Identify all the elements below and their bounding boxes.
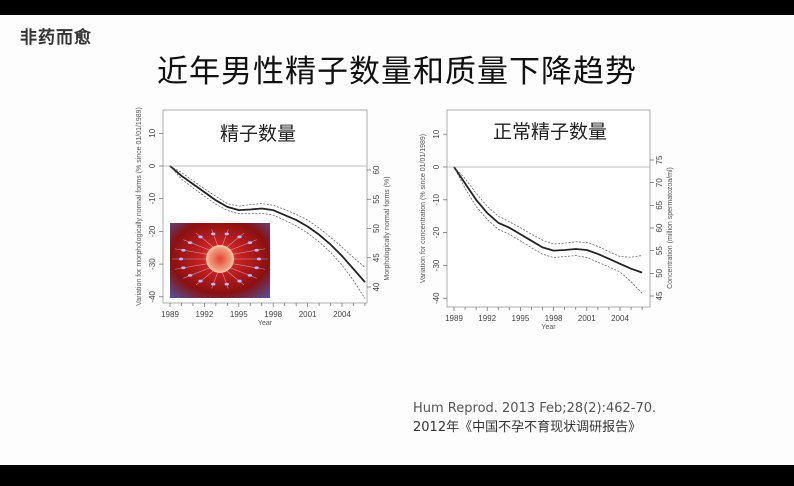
sperm-tail: [226, 232, 245, 248]
sperm-tail: [195, 232, 214, 248]
y-tick-label: -30: [432, 259, 441, 271]
y-tick-label: -20: [432, 226, 441, 238]
slide: [0, 15, 794, 465]
sperm-head: [178, 257, 184, 261]
sperm-tail: [174, 248, 207, 255]
series-line-estimate: [169, 165, 366, 283]
x-axis-label: Year: [541, 324, 556, 331]
plot-frame: [446, 109, 651, 308]
right-y-tick-label: 75: [655, 155, 664, 164]
x-tick-label: 2001: [299, 310, 317, 319]
y-tick-label: -10: [148, 192, 157, 204]
right-y-tick-label: 50: [372, 224, 381, 233]
y-tick-label: -30: [148, 258, 157, 270]
right-y-axis-label: Concentration (million spermatozoa/ml): [667, 167, 674, 289]
right-y-tick-label: 65: [655, 200, 664, 209]
x-tick-label: 1998: [264, 310, 282, 319]
y-tick-label: -10: [432, 193, 441, 205]
series-line-lower-ci: [453, 166, 643, 294]
sperm-head: [237, 235, 242, 239]
right-y-tick-label: 55: [372, 194, 381, 203]
sperm-head: [198, 235, 203, 239]
slide-title: 近年男性精子数量和质量下降趋势: [157, 54, 637, 90]
x-tick-label: 2004: [333, 310, 351, 319]
sperm-tail: [183, 239, 210, 251]
series-line-estimate: [453, 166, 643, 274]
sperm-head: [198, 279, 203, 283]
sperm-head: [247, 273, 253, 277]
right-y-tick-label: 50: [655, 268, 664, 277]
series-line-upper-ci: [453, 166, 643, 258]
sperm-tail: [195, 270, 214, 286]
right-y-tick-label: 55: [655, 246, 664, 255]
right-y-tick-label: 45: [372, 253, 381, 262]
right-y-axis-label: Morphologically normal forms (%): [384, 176, 391, 280]
y-tick-label: 0: [148, 163, 157, 168]
egg-cell: [206, 245, 234, 273]
x-tick-label: 2004: [611, 314, 629, 323]
y-tick-label: -40: [148, 290, 157, 302]
sperm-head: [211, 282, 216, 286]
sperm-head: [247, 241, 253, 245]
sperm-head: [237, 279, 242, 283]
chart-title: 精子数量: [220, 123, 296, 145]
sperm-tail: [233, 248, 266, 255]
sperm-head: [187, 273, 193, 277]
y-tick-label: 0: [432, 164, 441, 169]
sperm-head: [256, 257, 262, 261]
sperm-head: [181, 266, 186, 270]
x-axis-label: Year: [258, 320, 273, 327]
reference-block: Hum Reprod. 2013 Feb;28(2):462-70. 2012年…: [413, 399, 656, 437]
sperm-head: [187, 241, 193, 245]
y-axis-label: Variation for morphologically normal for…: [136, 107, 143, 306]
sperm-head: [181, 248, 186, 252]
brand-logo-text: 非药而愈: [20, 28, 92, 48]
y-axis-label: Variation for concentration (% since 01/…: [420, 134, 427, 283]
sperm-tail: [230, 267, 257, 279]
chart-title: 正常精子数量: [493, 121, 607, 143]
series-line-upper-ci: [169, 165, 366, 268]
sperm-tail: [211, 272, 218, 289]
series-line-lower-ci: [169, 165, 366, 299]
reference-journal: Hum Reprod. 2013 Feb;28(2):462-70.: [413, 401, 657, 416]
sperm-tail: [183, 267, 210, 279]
y-tick-label: -20: [148, 225, 157, 237]
sperm-tail: [226, 270, 245, 286]
x-tick-label: 1989: [445, 314, 463, 323]
x-tick-label: 2001: [578, 314, 596, 323]
x-tick-label: 1995: [512, 314, 530, 323]
sperm-head: [254, 248, 259, 252]
sperm-head: [224, 232, 229, 236]
right-y-tick-label: 60: [372, 165, 381, 174]
sperm-tail: [230, 239, 257, 251]
sperm-head: [254, 266, 259, 270]
sperm-tail: [222, 272, 229, 289]
sperm-head: [211, 232, 216, 236]
x-tick-label: 1992: [478, 314, 496, 323]
sperm-tail: [174, 263, 207, 270]
right-y-tick-label: 40: [372, 282, 381, 291]
x-tick-label: 1992: [196, 310, 214, 319]
right-y-tick-label: 60: [655, 223, 664, 232]
right-y-tick-label: 70: [655, 178, 664, 187]
x-tick-label: 1989: [161, 310, 179, 319]
x-tick-label: 1995: [230, 310, 248, 319]
y-tick-label: 10: [432, 129, 441, 138]
x-tick-label: 1998: [545, 314, 563, 323]
sperm-tail: [233, 263, 266, 270]
y-tick-label: 10: [148, 128, 157, 137]
reference-report: 2012年《中国不孕不育现状调研报告》: [413, 420, 642, 435]
sperm-tail: [211, 229, 218, 246]
y-tick-label: -40: [432, 292, 441, 304]
right-y-tick-label: 45: [655, 291, 664, 300]
sperm-head: [224, 282, 229, 286]
sperm-tail: [222, 229, 229, 246]
